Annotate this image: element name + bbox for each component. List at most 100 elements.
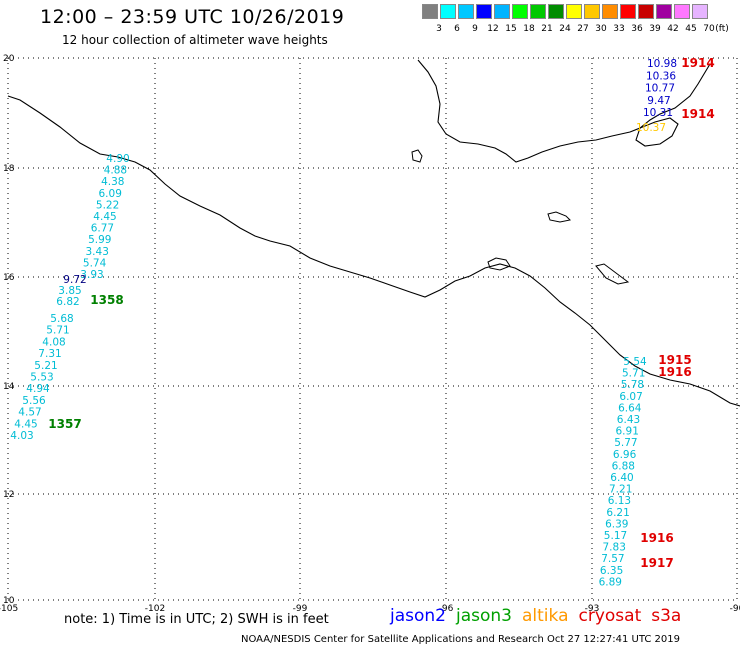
lon-label: -96	[439, 604, 454, 614]
scale-unit: (ft)	[715, 24, 729, 34]
lat-lon-grid: -105 -102 -99 -96 -93 -90 20 18 16 14 12 10	[0, 54, 740, 614]
wave-height-value: 3.43	[86, 246, 109, 258]
wave-height-value: 5.74	[83, 257, 107, 269]
lat-label: 12	[3, 490, 14, 500]
scale-label: 3	[436, 24, 442, 34]
wave-height-value: 4.57	[18, 407, 41, 419]
scale-swatch	[566, 4, 582, 19]
wave-height-value: 6.43	[617, 414, 640, 426]
legend-cryosat: cryosat	[578, 606, 642, 626]
scale-label: 27	[577, 24, 589, 34]
scale-swatch	[422, 4, 438, 19]
lon-label: -99	[293, 604, 308, 614]
footer-note: note: 1) Time is in UTC; 2) SWH is in fe…	[64, 612, 329, 627]
wave-height-value: 4.90	[106, 153, 129, 165]
scale-swatch	[530, 4, 546, 19]
wave-height-value: 6.35	[600, 565, 623, 577]
wave-height-value: 6.13	[608, 495, 631, 507]
wave-height-value: 5.77	[614, 437, 637, 449]
wave-height-value: 6.40	[610, 472, 633, 484]
pass-time-label: 1916	[658, 365, 691, 379]
wave-height-value: 10.77	[645, 83, 675, 95]
scale-label: 15	[505, 24, 517, 34]
legend-jason3: jason3	[456, 606, 512, 626]
wave-height-value: 4.03	[10, 430, 33, 442]
scale-label: 18	[523, 24, 535, 34]
lon-label: -93	[585, 604, 600, 614]
wave-height-value: 10.98	[647, 58, 677, 70]
scale-swatch	[548, 4, 564, 19]
mainland-coastline	[7, 95, 740, 407]
map-title: 12:00 – 23:59 UTC 10/26/2019	[40, 6, 345, 28]
credit-line: NOAA/NESDIS Center for Satellite Applica…	[241, 634, 680, 645]
scale-label: 9	[472, 24, 478, 34]
wave-height-value: 6.82	[56, 296, 79, 308]
pass-time-label: 1917	[640, 556, 673, 570]
wave-height-value: 5.78	[621, 379, 644, 391]
wave-height-value: 6.91	[616, 426, 639, 438]
scale-label: 12	[487, 24, 499, 34]
legend-s3a: s3a	[651, 606, 682, 626]
pass-time-label: 1916	[640, 531, 673, 545]
pass-time-label: 1914	[681, 107, 714, 121]
peninsula-coastline	[635, 117, 679, 147]
wave-height-value: 10.37	[636, 122, 666, 134]
lon-label: -90	[730, 604, 740, 614]
wave-height-value: 5.71	[46, 325, 69, 337]
wave-height-value: 5.53	[30, 372, 53, 384]
lat-label: 16	[3, 273, 15, 283]
wave-height-value: 3.93	[80, 269, 103, 281]
scale-label: 6	[454, 24, 460, 34]
wave-height-value: 7.57	[601, 553, 624, 565]
wave-height-value: 4.38	[101, 176, 124, 188]
pass-time-label: 1914	[681, 56, 714, 70]
satellite-legend: jason2 jason3 altika cryosat s3a	[390, 606, 691, 626]
wave-height-value: 10.36	[646, 70, 676, 82]
lat-label: 18	[3, 164, 15, 174]
wave-height-value: 5.71	[622, 368, 645, 380]
wave-height-value: 5.54	[623, 356, 647, 368]
scale-swatch	[692, 4, 708, 19]
wave-height-value: 3.85	[58, 285, 81, 297]
scale-swatch	[656, 4, 672, 19]
scale-label: 21	[541, 24, 553, 34]
wave-height-value: 5.21	[34, 360, 57, 372]
wave-height-value: 6.09	[99, 188, 122, 200]
wave-height-value: 7.21	[609, 484, 632, 496]
lake-outline-2	[547, 211, 572, 223]
wave-height-value: 5.56	[22, 395, 46, 407]
scale-label: 24	[559, 24, 571, 34]
legend-jason2: jason2	[390, 606, 446, 626]
wave-height-value: 4.45	[14, 418, 37, 430]
scale-swatch	[440, 4, 456, 19]
scale-swatch	[584, 4, 600, 19]
wave-height-value: 6.77	[91, 223, 114, 235]
scale-label: 42	[667, 24, 679, 34]
scale-swatch	[494, 4, 510, 19]
wave-height-value: 4.88	[104, 165, 127, 177]
wave-height-value: 5.17	[604, 530, 627, 542]
lat-label: 14	[3, 382, 15, 392]
gulf-coastline	[417, 59, 711, 163]
coastline	[7, 59, 740, 407]
scale-label: 70	[703, 24, 715, 34]
wave-height-value: 4.94	[26, 383, 50, 395]
wave-height-value: 6.07	[619, 391, 642, 403]
wave-height-value: 7.31	[38, 348, 61, 360]
wave-height-value: 6.89	[599, 576, 622, 588]
wave-height-value: 6.96	[613, 449, 637, 461]
scale-swatch	[602, 4, 618, 19]
wave-height-value: 4.45	[93, 211, 116, 223]
pass-time-label: 1915	[658, 353, 691, 367]
lake-outline-3	[595, 263, 630, 285]
scale-label: 33	[613, 24, 625, 34]
wave-height-value: 9.47	[647, 95, 670, 107]
pass-time-label: 1357	[48, 417, 81, 431]
scale-label: 30	[595, 24, 607, 34]
wave-height-value: 6.21	[606, 507, 629, 519]
wave-height-value: 6.64	[618, 402, 642, 414]
scale-swatch	[476, 4, 492, 19]
lon-label: -102	[145, 604, 165, 614]
lat-label: 10	[3, 596, 15, 606]
